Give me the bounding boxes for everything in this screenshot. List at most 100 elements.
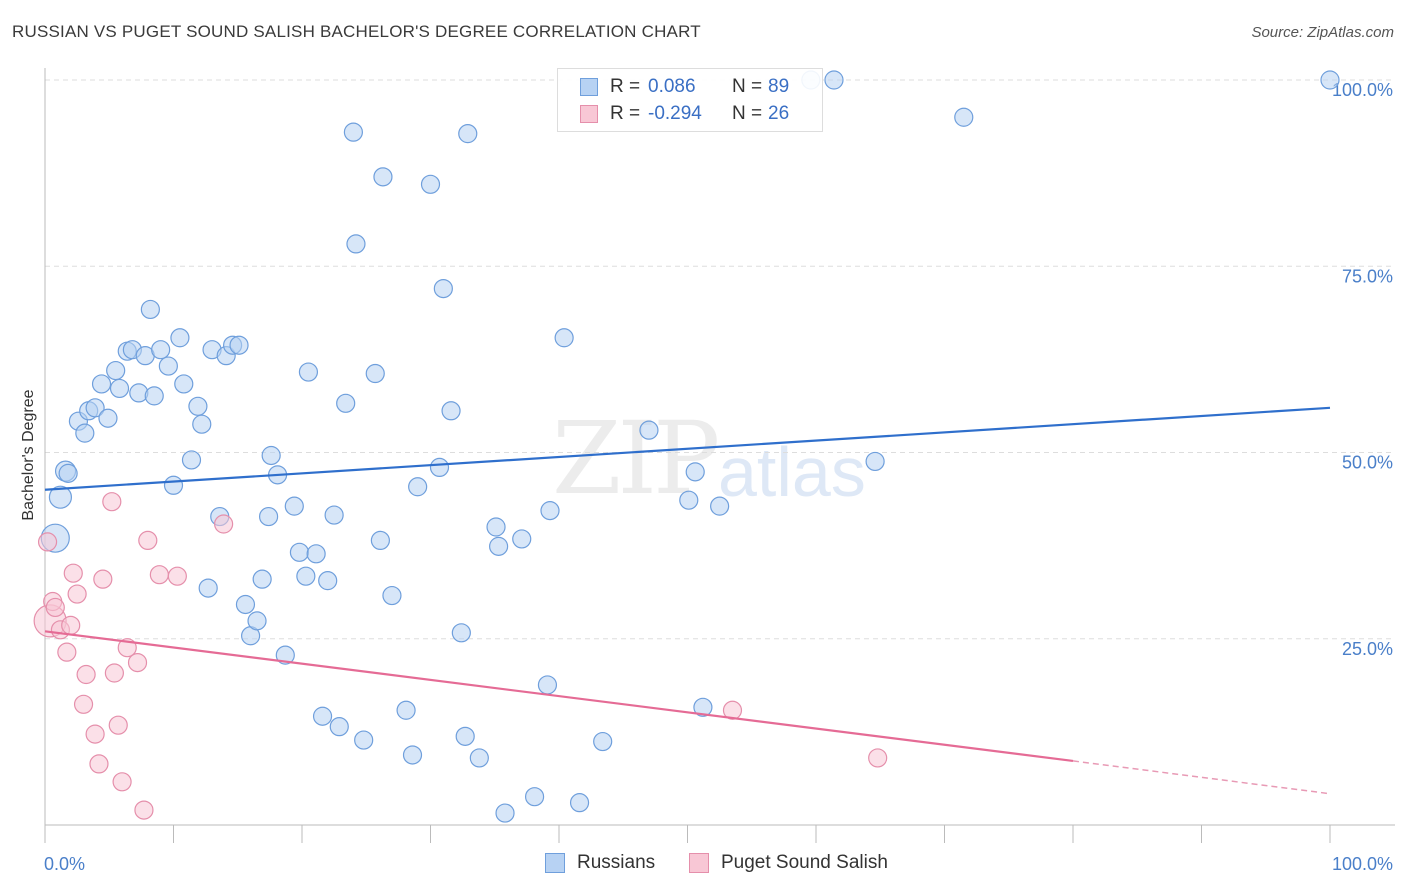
russians-point-7 [85,398,105,418]
legend-row-salish: R = -0.294 N = 26 [580,101,789,127]
salish-point-3 [45,597,65,618]
russians-point-54 [370,530,390,551]
salish-point-9 [73,694,94,714]
russians-point-32 [235,594,256,615]
russians-point-9 [98,408,118,428]
russians-point-40 [284,496,304,516]
russians-point-39 [275,645,295,665]
legend-r-value: -0.294 [648,103,702,124]
russians-point-34 [247,611,267,631]
russians-point-1 [48,485,73,509]
legend-r-label: R = [610,76,641,97]
legend-n-label: N = [732,76,763,97]
russians-point-24 [188,396,208,416]
x-tick-label-100: 100.0% [1332,854,1393,874]
salish-point-5 [57,642,77,662]
y-tick-label-100: 100.0% [1332,80,1393,100]
salish-trend-extension [1072,760,1331,795]
legend-n-value: 26 [768,103,790,124]
russians-point-81 [693,697,713,717]
salish-point-14 [102,492,122,512]
chart-title: RUSSIAN VS PUGET SOUND SALISH BACHELOR'S… [12,22,701,41]
salish-point-26 [868,748,888,768]
russians-point-67 [469,748,489,768]
russians-point-49 [336,393,356,413]
russians-point-75 [554,328,574,348]
russians-point-41 [289,542,310,562]
salish-point-24 [214,514,234,534]
russians-point-58 [402,745,423,765]
russians-trend-line [44,406,1331,491]
russians-point-52 [354,730,374,750]
y-tick-label-75: 75.0% [1342,266,1393,286]
salish-point-25 [722,700,743,720]
russians-point-8 [91,374,112,394]
russians-point-5 [75,423,95,443]
russians-point-11 [109,378,130,399]
russians-point-18 [151,340,171,360]
russians-point-73 [537,675,558,695]
russians-point-76 [569,793,590,813]
salish-point-16 [108,715,128,735]
russians-point-37 [261,445,281,466]
russians-point-35 [252,569,272,589]
russians-point-84 [824,70,844,90]
legend-swatch-russians [580,78,598,96]
russians-point-85 [865,451,885,472]
legend-swatch-salish [580,105,598,123]
russians-point-26 [198,578,218,598]
russians-point-60 [420,174,441,194]
salish-point-7 [63,563,83,583]
salish-point-8 [67,584,87,604]
russians-point-64 [451,623,471,643]
salish-point-15 [104,663,124,683]
salish-point-6 [61,615,81,635]
bottom-legend-russians: Russians [545,852,655,874]
russians-point-25 [192,414,212,434]
y-tick-label-50: 50.0% [1342,453,1393,473]
russians-point-56 [382,585,402,606]
russians-point-43 [298,362,319,382]
russians-point-87 [1320,70,1340,90]
russians-point-61 [429,457,450,477]
bottom-legend-swatch-russians [545,853,565,873]
salish-point-19 [127,652,148,673]
russians-point-66 [458,124,478,144]
russians-point-44 [306,544,326,564]
legend-n-value: 89 [768,76,790,97]
salish-point-13 [93,569,113,589]
russians-point-50 [343,122,363,142]
russians-point-70 [495,803,515,823]
legend-r-label: R = [610,103,641,124]
russians-point-86 [954,107,974,127]
russians-point-19 [158,356,178,376]
russians-point-68 [486,517,506,537]
salish-trend-line [44,630,1074,763]
russians-point-63 [441,401,461,421]
salish-point-0 [37,532,58,552]
salish-point-17 [112,772,132,792]
russians-point-51 [346,234,366,254]
russians-point-80 [685,462,705,482]
salish-point-12 [89,754,109,774]
legend-row-russians: R = 0.086 N = 89 [580,74,789,100]
bottom-legend-label-salish: Puget Sound Salish [721,852,888,873]
russians-point-10 [106,360,126,381]
legend-r-value: 0.086 [648,76,696,97]
russians-point-82 [710,496,730,516]
bottom-legend-salish: Puget Sound Salish [689,852,888,874]
russians-point-69 [489,536,509,556]
bottom-legend-swatch-salish [689,853,709,873]
russians-point-17 [144,386,164,406]
source-label: Source: ZipAtlas.com [1251,24,1394,41]
russians-point-42 [296,566,316,586]
russians-point-3 [58,463,78,483]
russians-point-62 [433,279,453,299]
legend-n-label: N = [732,103,763,124]
russians-point-16 [140,299,160,320]
correlation-legend: R = 0.086 N = 89 R = -0.294 N = 26 [557,68,823,132]
russians-point-46 [318,571,338,591]
salish-point-20 [134,800,154,820]
salish-point-11 [85,724,105,744]
